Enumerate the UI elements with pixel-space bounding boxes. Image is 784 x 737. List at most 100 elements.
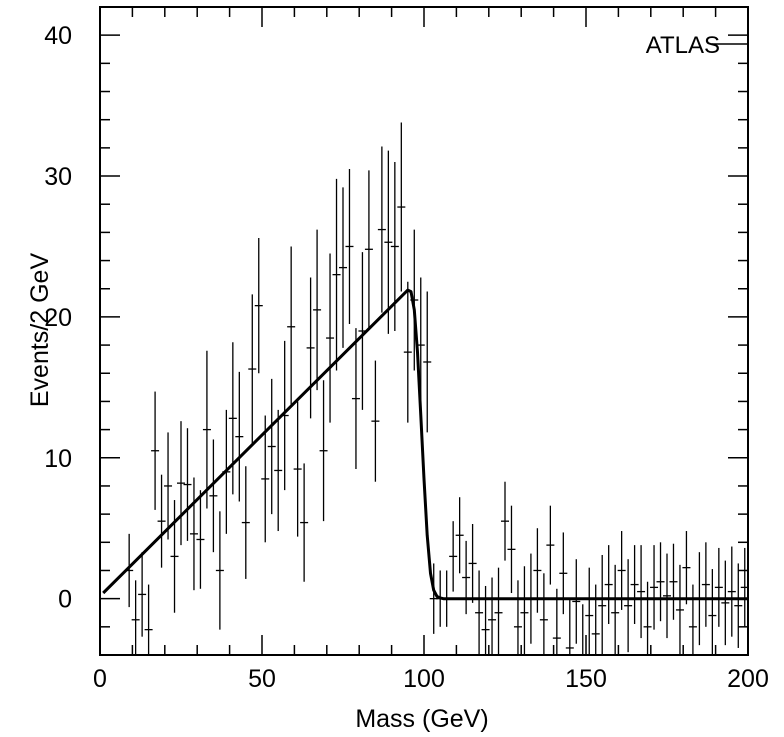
x-tick-labels: 0 50 100 150 200 (93, 665, 769, 693)
data-point (481, 585, 490, 655)
data-point (585, 567, 594, 655)
y-tick-labels: 0 10 20 30 40 (44, 22, 72, 613)
data-point (293, 401, 302, 537)
data-point (274, 409, 283, 532)
data-point (656, 542, 665, 622)
data-point (241, 466, 250, 579)
data-point (131, 580, 140, 655)
y-tick-label: 0 (58, 586, 72, 614)
data-point (734, 563, 743, 648)
data-point (364, 170, 373, 329)
data-point (604, 545, 613, 625)
data-point (507, 505, 516, 594)
data-point (675, 564, 684, 655)
data-point (701, 542, 710, 627)
data-point (462, 540, 471, 615)
data-point (397, 122, 406, 292)
data-point (351, 328, 360, 470)
data-point (721, 560, 730, 646)
data-point (138, 552, 147, 637)
x-tick-label: 150 (565, 665, 607, 693)
plot-frame (99, 6, 749, 656)
y-tick-label: 20 (44, 304, 72, 332)
data-point (202, 350, 211, 509)
data-points (125, 122, 749, 656)
data-point (513, 580, 522, 655)
x-tick-label: 50 (248, 665, 276, 693)
data-point (630, 545, 639, 625)
data-point (546, 505, 555, 585)
data-point (669, 543, 678, 620)
data-point (300, 463, 309, 582)
data-point (468, 523, 477, 603)
data-point (326, 253, 335, 423)
data-point (663, 553, 671, 639)
data-point (539, 573, 548, 655)
data-point (345, 169, 354, 324)
data-point (708, 569, 717, 655)
x-tick-label: 200 (727, 665, 769, 693)
x-tick-label: 100 (403, 665, 445, 693)
data-point (170, 500, 179, 613)
data-point (403, 281, 412, 423)
fit-curve (102, 288, 748, 601)
data-point (189, 477, 198, 591)
x-tick-label: 0 (93, 665, 107, 693)
atlas-label: ATLAS (646, 32, 720, 59)
data-point (624, 559, 633, 653)
data-point (306, 277, 315, 419)
data-point (261, 415, 270, 543)
data-point (688, 584, 697, 655)
data-point (520, 566, 529, 655)
data-point (637, 545, 646, 639)
data-point (572, 559, 581, 644)
data-point (384, 150, 393, 334)
data-point (287, 246, 296, 408)
data-point (177, 421, 185, 546)
data-point (565, 598, 574, 655)
data-point (650, 545, 659, 630)
data-point (455, 497, 464, 574)
data-point (209, 439, 218, 553)
data-point (611, 564, 620, 655)
data-point (215, 511, 224, 630)
data-point (371, 360, 380, 482)
y-tick-label: 40 (44, 22, 72, 50)
data-point (488, 577, 497, 655)
y-tick-label: 10 (44, 445, 72, 473)
data-point (559, 532, 568, 615)
data-point (157, 474, 166, 568)
data-point (449, 521, 458, 592)
data-point (727, 546, 736, 637)
data-point (339, 187, 347, 348)
data-point (144, 584, 153, 655)
data-point (248, 294, 257, 444)
data-point (377, 146, 386, 313)
data-point (475, 570, 484, 655)
data-point (183, 428, 192, 541)
data-point (228, 342, 237, 495)
data-point (494, 567, 503, 655)
data-point (617, 531, 626, 610)
data-point (598, 554, 607, 655)
data-point (164, 432, 173, 540)
data-point (319, 380, 328, 522)
data-point (313, 229, 322, 391)
axis-ticks (99, 6, 749, 656)
data-point (332, 178, 341, 371)
data-point (682, 531, 691, 605)
data-point (267, 378, 276, 515)
y-axis-title: Events/2 GeV (26, 253, 54, 408)
data-point (254, 238, 263, 374)
data-point (423, 291, 432, 433)
data-point (235, 371, 244, 502)
y-tick-label: 30 (44, 163, 72, 191)
data-point (151, 391, 160, 510)
data-point (501, 481, 509, 561)
data-point (643, 581, 652, 655)
data-point (591, 584, 600, 655)
x-axis-title: Mass (GeV) (355, 705, 488, 733)
data-point (196, 490, 205, 589)
data-point (714, 547, 723, 627)
